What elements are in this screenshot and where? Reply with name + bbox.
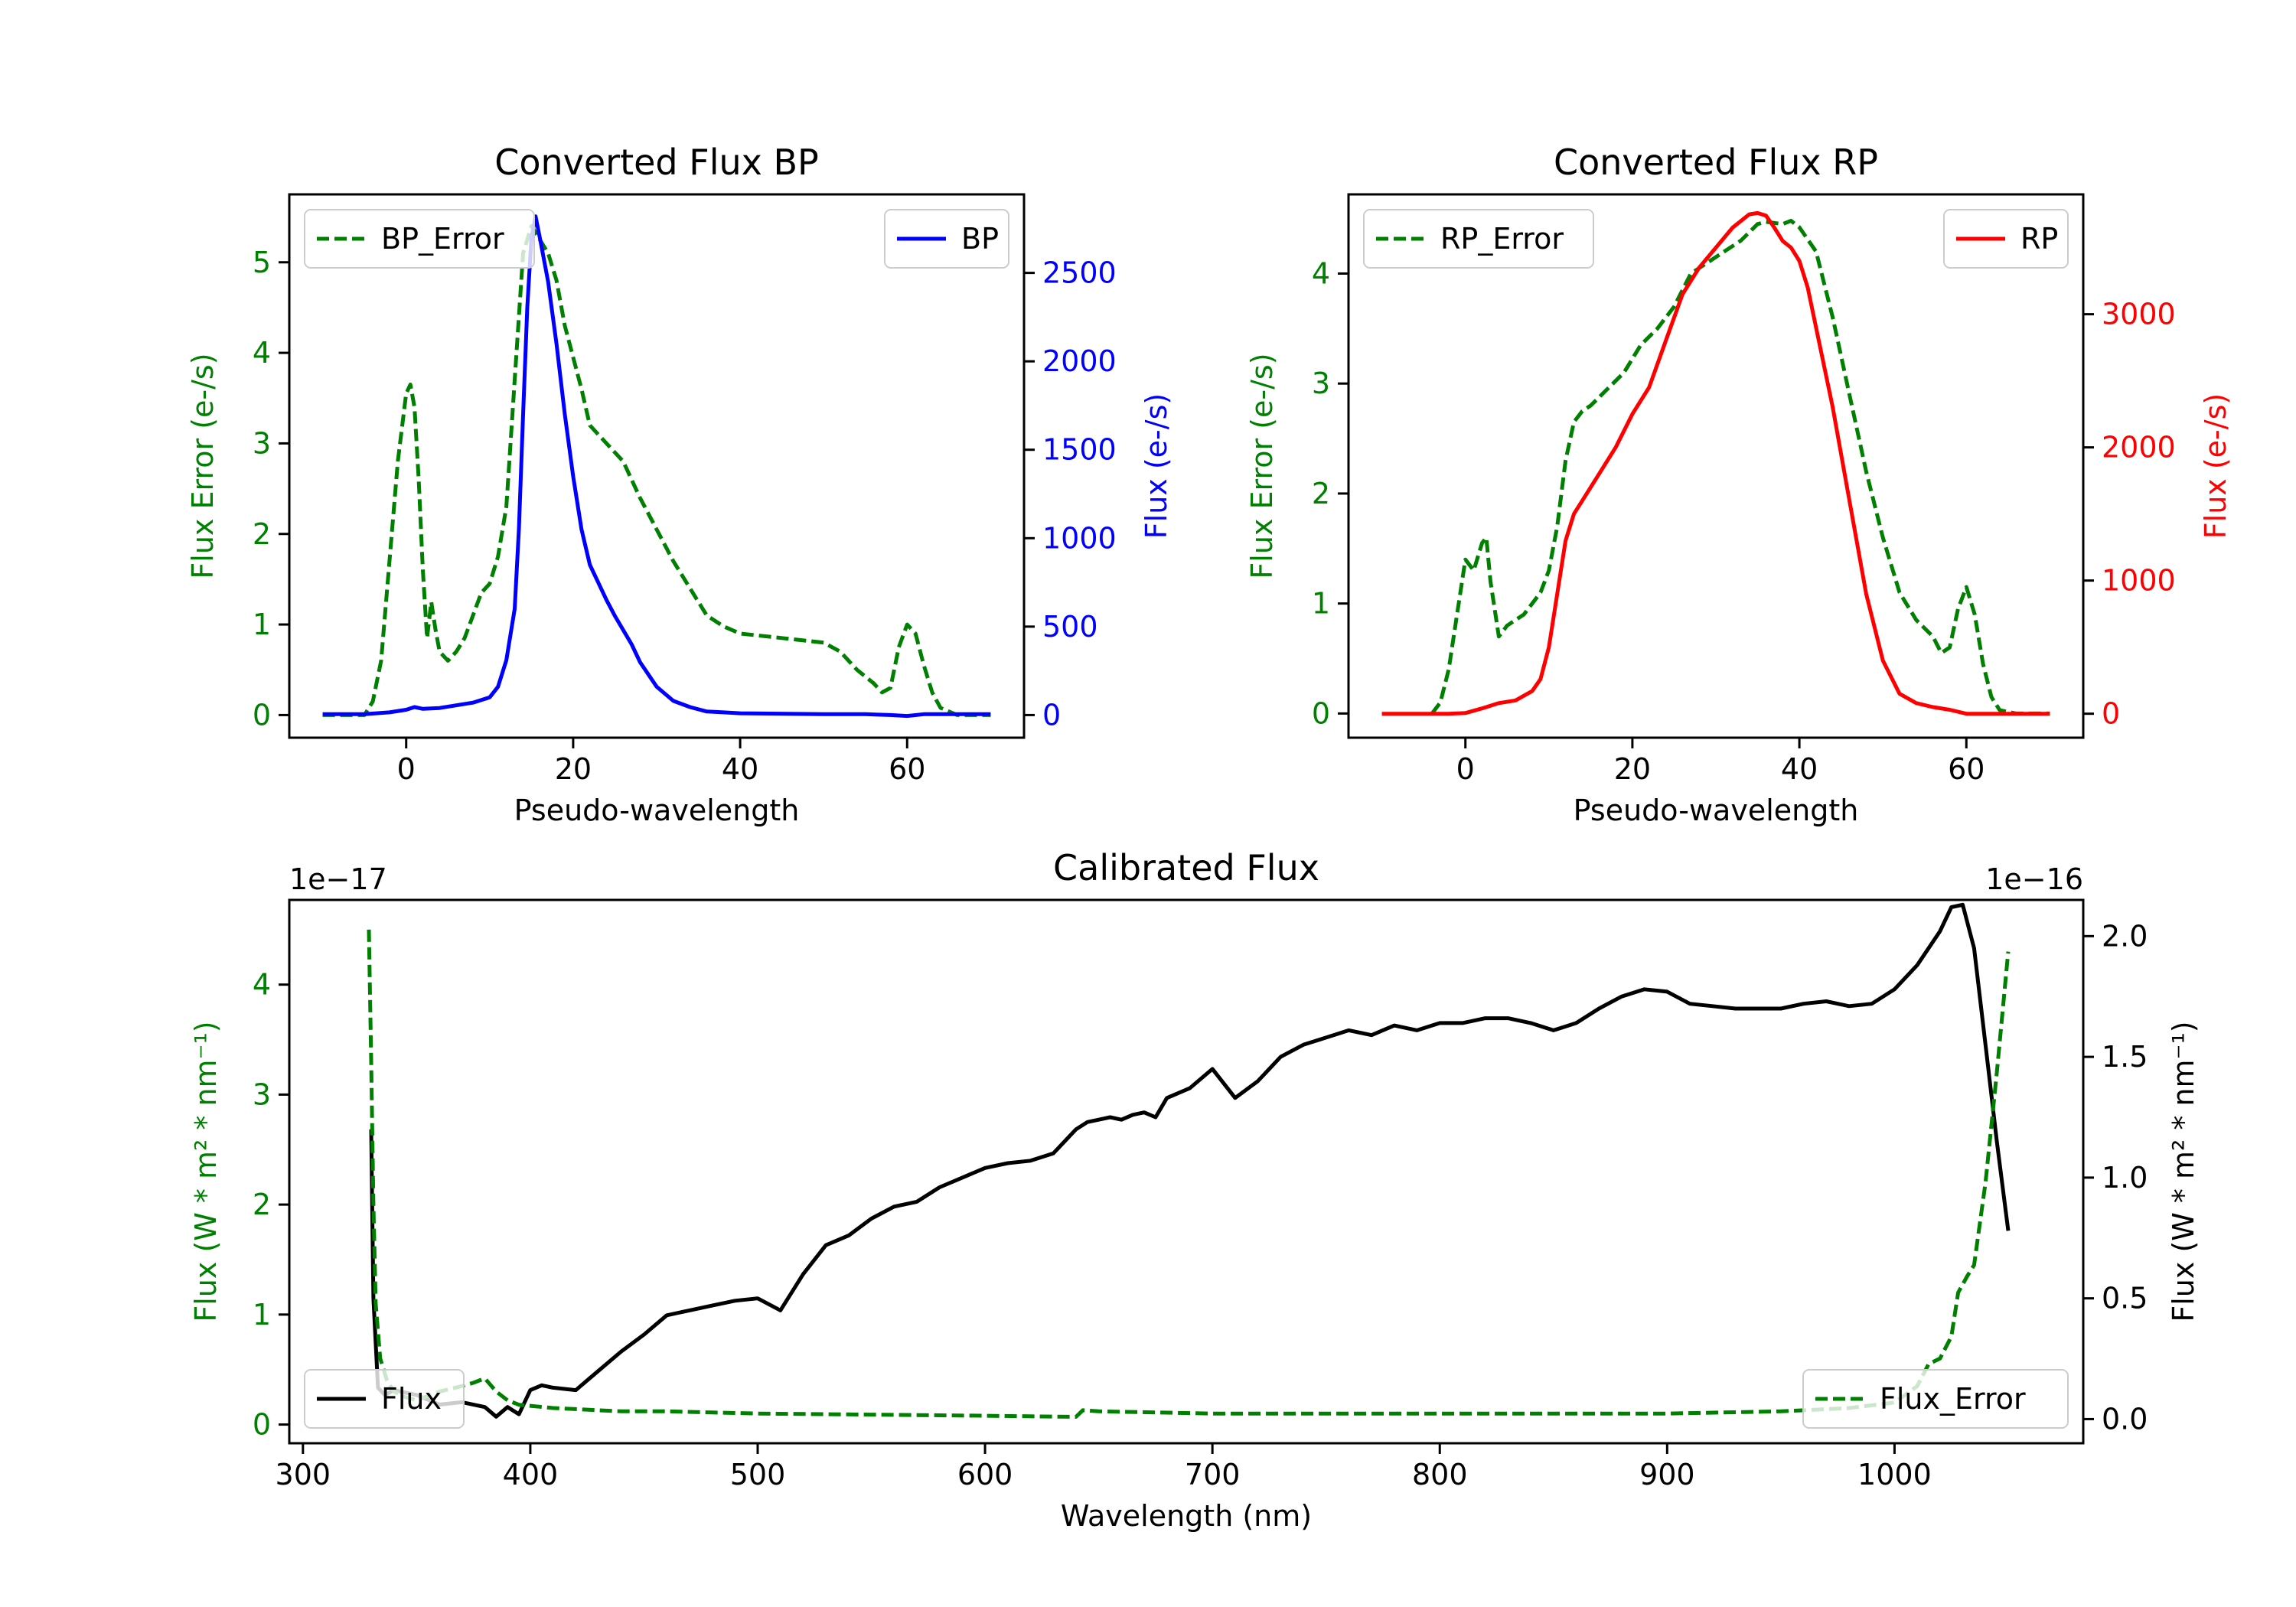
plot-frame xyxy=(288,193,1026,739)
series-line-flux xyxy=(369,902,2011,1419)
chart-title: Calibrated Flux xyxy=(1053,847,1319,888)
legend-bp: BP xyxy=(884,209,1009,269)
left-axis-label: Flux Error (e-/s) xyxy=(186,353,220,579)
series-line-rp xyxy=(1381,210,2050,716)
right-tick-label: 0 xyxy=(1042,698,1061,732)
legend-rp: RP xyxy=(1943,209,2069,269)
legend-label: BP_Error xyxy=(381,222,504,256)
x-tick-label: 900 xyxy=(1639,1458,1695,1491)
legend-label: Flux_Error xyxy=(1880,1382,2026,1416)
right-offset-text: 1e−16 xyxy=(1985,862,2083,896)
legend-label: Flux xyxy=(381,1382,442,1416)
left-tick-label: 4 xyxy=(1312,256,1330,290)
right-tick-label: 2000 xyxy=(1042,344,1117,378)
x-tick-label: 500 xyxy=(730,1458,786,1491)
series-line-bp xyxy=(322,214,991,719)
left-offset-text: 1e−17 xyxy=(289,862,387,896)
right-axis-label: Flux (e-/s) xyxy=(2199,393,2232,539)
right-tick-label: 0 xyxy=(2102,697,2120,731)
right-tick-label: 1500 xyxy=(1042,433,1117,467)
legend-rp-error: RP_Error xyxy=(1363,209,1594,269)
x-tick-label: 60 xyxy=(889,752,925,786)
left-tick-label: 3 xyxy=(1312,367,1330,400)
right-tick-label: 1000 xyxy=(1042,521,1117,555)
plot-frame xyxy=(288,898,2085,1445)
right-tick-label: 0.5 xyxy=(2102,1282,2148,1315)
left-tick-label: 3 xyxy=(253,1077,271,1111)
left-tick-label: 0 xyxy=(253,698,271,732)
left-tick-label: 3 xyxy=(253,426,271,460)
legend-label: RP_Error xyxy=(1440,222,1564,256)
x-tick-label: 400 xyxy=(503,1458,559,1491)
x-tick-label: 0 xyxy=(397,752,416,786)
left-tick-label: 1 xyxy=(253,608,271,641)
x-axis-label: Wavelength (nm) xyxy=(1061,1499,1312,1533)
plot-frame xyxy=(1347,193,2085,739)
x-tick-label: 600 xyxy=(957,1458,1013,1491)
legend-flux-error: Flux_Error xyxy=(1802,1369,2069,1429)
left-tick-label: 2 xyxy=(253,1188,271,1221)
x-tick-label: 40 xyxy=(722,752,758,786)
left-axis-label: Flux Error (e-/s) xyxy=(1245,353,1279,579)
left-tick-label: 4 xyxy=(253,968,271,1002)
series-line-bp-error xyxy=(322,223,991,717)
x-tick-label: 0 xyxy=(1456,752,1475,786)
x-tick-label: 1000 xyxy=(1857,1458,1932,1491)
x-axis-label: Pseudo-wavelength xyxy=(1574,794,1859,827)
series-line-rp-error xyxy=(1430,219,2050,715)
legend-flux: Flux xyxy=(304,1369,465,1429)
x-tick-label: 20 xyxy=(1614,752,1651,786)
right-tick-label: 0.0 xyxy=(2102,1402,2148,1436)
right-tick-label: 2000 xyxy=(2102,431,2176,464)
left-tick-label: 2 xyxy=(253,517,271,551)
x-tick-label: 40 xyxy=(1781,752,1818,786)
right-tick-label: 3000 xyxy=(2102,298,2176,331)
right-tick-label: 2.0 xyxy=(2102,919,2148,953)
x-tick-label: 700 xyxy=(1185,1458,1241,1491)
right-tick-label: 1.5 xyxy=(2102,1040,2148,1074)
x-tick-label: 800 xyxy=(1412,1458,1468,1491)
chart-cal: Calibrated Flux 300 400 500 600 700 800 900 1000… xyxy=(189,847,2200,1533)
right-axis-label: Flux (W * m² * nm⁻¹) xyxy=(2167,1021,2200,1322)
left-tick-label: 2 xyxy=(1312,477,1330,510)
left-tick-label: 0 xyxy=(1312,696,1330,730)
left-tick-label: 1 xyxy=(1312,587,1330,621)
left-tick-label: 0 xyxy=(253,1408,271,1442)
chart-title: Converted Flux RP xyxy=(1554,142,1878,183)
x-tick-label: 300 xyxy=(276,1458,331,1491)
right-tick-label: 2500 xyxy=(1042,256,1117,290)
x-tick-label: 60 xyxy=(1948,752,1985,786)
right-axis-label: Flux (e-/s) xyxy=(1140,393,1173,539)
legend-label: RP xyxy=(2020,222,2058,256)
left-tick-label: 4 xyxy=(253,336,271,370)
right-tick-label: 1.0 xyxy=(2102,1161,2148,1195)
left-axis-label: Flux (W * m² * nm⁻¹) xyxy=(189,1021,223,1322)
right-tick-label: 1000 xyxy=(2102,564,2176,598)
chart-bp: Converted Flux BP0 20 40 60Pseudo-wavelengt… xyxy=(186,142,1173,827)
x-axis-label: Pseudo-wavelength xyxy=(514,794,800,827)
series-line-flux-error xyxy=(367,929,2011,1419)
x-tick-label: 20 xyxy=(555,752,592,786)
chart-rp: Converted Flux RP0 20 40 60Pseudo-wavelengt… xyxy=(1245,142,2232,827)
legend-label: BP xyxy=(961,222,999,256)
left-tick-label: 1 xyxy=(253,1298,271,1332)
chart-title: Converted Flux BP xyxy=(494,142,819,183)
legend-bp-error: BP_Error xyxy=(304,209,535,269)
right-tick-label: 500 xyxy=(1042,610,1098,644)
left-tick-label: 5 xyxy=(253,246,271,279)
